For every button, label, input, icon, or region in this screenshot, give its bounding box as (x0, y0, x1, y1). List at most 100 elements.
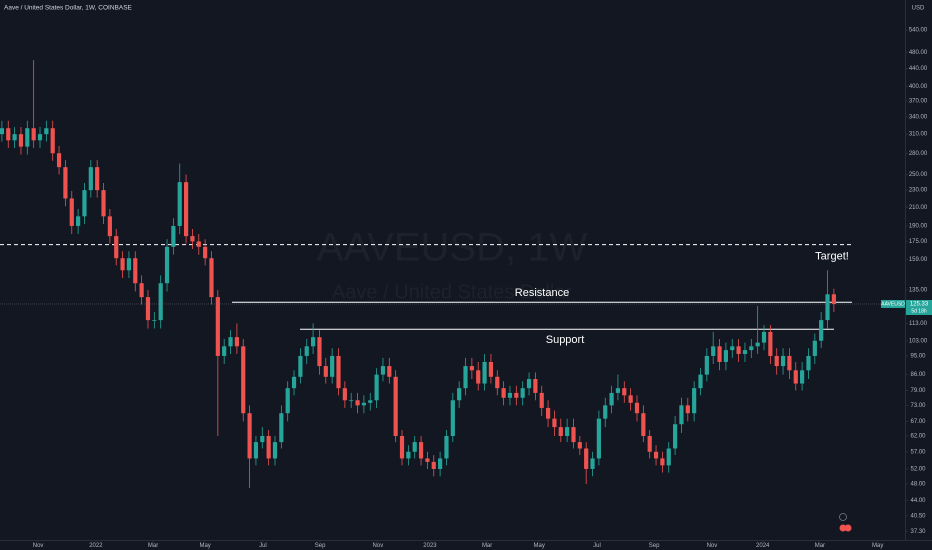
candle-body (393, 376, 398, 436)
y-tick-label: 480.00 (909, 50, 928, 56)
y-tick-label: 113.00 (909, 321, 928, 327)
candle-body (164, 246, 170, 284)
candle-body (304, 346, 309, 356)
symbol-label: AAVEUSD (881, 301, 905, 307)
y-tick-label: 44.00 (910, 498, 926, 504)
bottom-icons (839, 513, 852, 532)
candle-body (12, 134, 17, 141)
candle-body (63, 167, 68, 199)
y-tick-label: 40.50 (910, 513, 926, 519)
candle-body (101, 190, 106, 217)
y-tick-label: 210.00 (909, 205, 928, 211)
y-tick-label: 230.00 (909, 188, 928, 194)
candle-body (507, 392, 513, 398)
y-tick-label: 370.00 (909, 99, 928, 105)
y-tick-label: 250.00 (909, 172, 928, 178)
candle-body (679, 405, 684, 425)
y-tick-label: 103.00 (909, 338, 928, 344)
candle-body (44, 128, 49, 135)
candle-body (666, 448, 671, 466)
level-label: Support (546, 334, 585, 346)
candle-body (806, 355, 811, 371)
y-tick-label: 37.30 (910, 529, 926, 535)
candle-body (539, 392, 544, 408)
y-tick-label: 310.00 (909, 132, 928, 138)
candle-body (120, 258, 125, 271)
candle-body (431, 461, 436, 469)
y-tick-label: 48.00 (910, 482, 926, 488)
y-tick-label: 52.00 (910, 467, 926, 473)
candle-body (800, 370, 805, 384)
candle-body (126, 258, 132, 271)
candle-body (476, 370, 481, 384)
candle-body (730, 346, 735, 351)
x-tick-label: Nov (373, 543, 384, 549)
candle-body (463, 366, 468, 389)
candle-body (387, 366, 392, 377)
price-label: 125.33 (910, 302, 929, 308)
candle-body (418, 442, 424, 459)
candle-body (742, 350, 748, 354)
x-tick-label: Jul (259, 543, 267, 549)
x-tick-label: Jul (593, 543, 601, 549)
candle-body (374, 374, 379, 401)
candle-body (653, 451, 659, 459)
candle-body (114, 236, 119, 259)
y-tick-label: 86.00 (910, 372, 926, 378)
candle-body (819, 320, 824, 341)
candle-body (399, 435, 405, 459)
candle-body (222, 346, 227, 356)
candle-body (615, 388, 621, 393)
candle-body (18, 134, 24, 147)
candle-body (190, 236, 195, 242)
candle-body (298, 355, 303, 377)
candle-body (609, 392, 614, 406)
candle-body (450, 400, 455, 436)
candle-body (342, 388, 347, 401)
candle-body (279, 413, 284, 443)
x-tick-label: May (872, 543, 883, 549)
y-tick-label: 440.00 (909, 66, 928, 72)
candle-body (793, 370, 798, 384)
candle-body (241, 346, 246, 414)
candle-body (685, 405, 690, 414)
y-tick-label: 79.00 (910, 388, 926, 394)
candle-body (780, 355, 786, 367)
candle-body (37, 134, 43, 141)
candle-body (545, 407, 551, 419)
candle-body (6, 128, 11, 141)
x-tick-label: Sep (315, 543, 326, 549)
candle-body (749, 346, 754, 351)
candle-body (69, 198, 74, 226)
candle-body (482, 361, 487, 384)
candle-body (755, 342, 760, 347)
candle-body (692, 388, 697, 414)
candle-body (234, 337, 239, 347)
y-tick-label: 62.00 (910, 434, 926, 440)
chart-title: Aave / United States Dollar, 1W, COINBAS… (4, 5, 133, 12)
candle-body (311, 337, 316, 347)
candle-body (457, 388, 462, 401)
x-tick-label: Nov (707, 543, 718, 549)
candle-body (406, 451, 411, 459)
candle-body (272, 442, 278, 459)
candle-body (444, 435, 449, 459)
candle-body (291, 376, 297, 389)
candle-body (768, 331, 773, 356)
candle-body (177, 182, 182, 226)
watermark: AAVEUSD, 1W (317, 226, 588, 270)
candle-body (56, 153, 62, 168)
candle-body (577, 442, 582, 449)
candle-body (520, 388, 525, 398)
level-label: Target! (815, 251, 849, 263)
candle-body (634, 402, 640, 414)
candle-body (736, 346, 741, 354)
price-badge (906, 299, 932, 315)
x-tick-label: Nov (33, 543, 44, 549)
y-tick-label: 190.00 (909, 224, 928, 230)
candle-body (380, 366, 386, 375)
x-tick-label: 2022 (89, 543, 103, 549)
candle-body (558, 427, 563, 436)
